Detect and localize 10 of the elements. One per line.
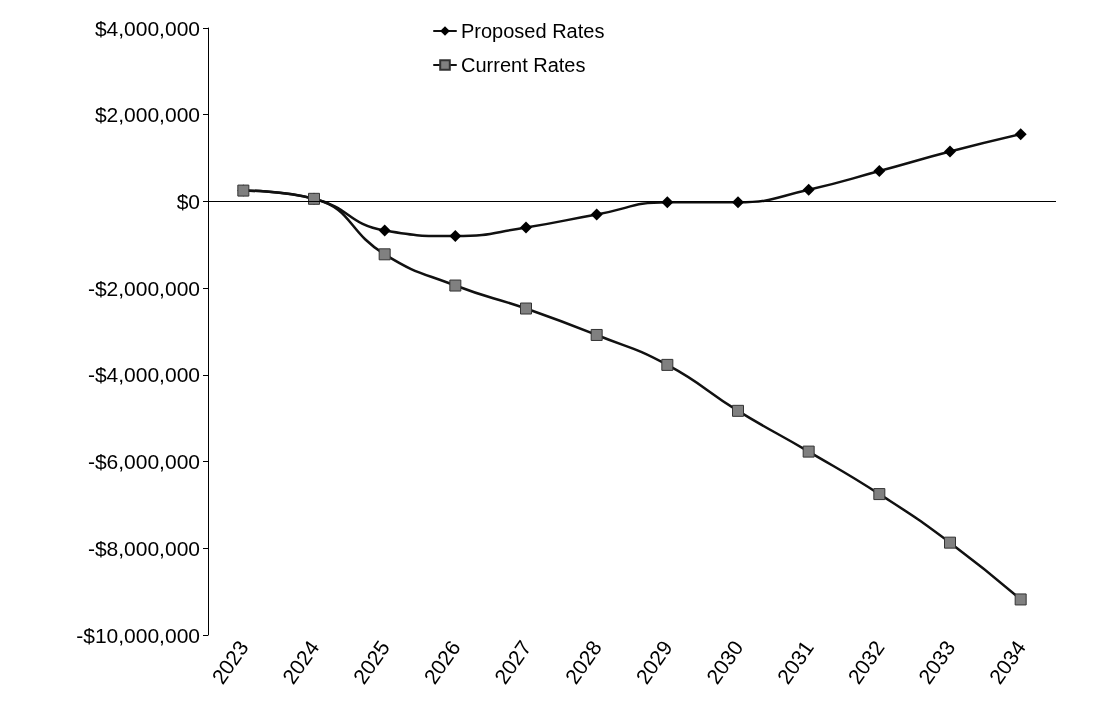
y-tick-label: -$4,000,000: [87, 363, 200, 387]
y-tick-label: -$8,000,000: [87, 536, 200, 560]
y-tick-label: $4,000,000: [94, 16, 200, 40]
legend-label: Current Rates: [461, 54, 586, 76]
legend-label: Proposed Rates: [461, 20, 605, 42]
y-tick-label: -$10,000,000: [76, 623, 200, 647]
y-tick-label: -$6,000,000: [87, 450, 200, 474]
y-tick-label: $2,000,000: [94, 103, 200, 127]
y-tick-label: $0: [176, 189, 200, 213]
y-tick-label: -$2,000,000: [87, 276, 200, 300]
